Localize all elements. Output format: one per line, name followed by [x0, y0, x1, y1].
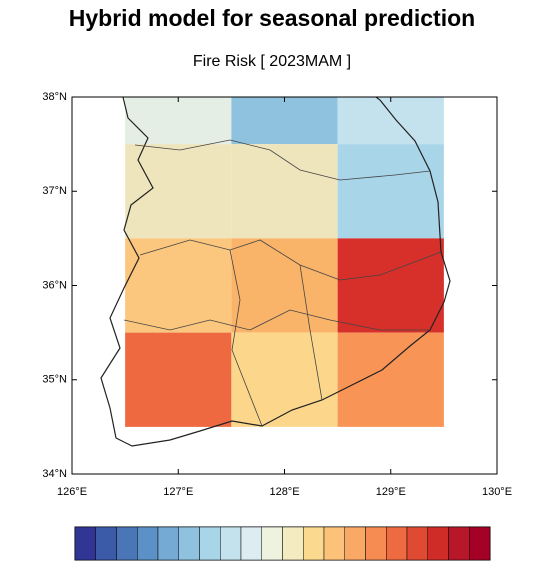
colorbar-swatch [365, 526, 387, 561]
boundary-line [123, 309, 430, 331]
grid-cell [125, 238, 232, 333]
boundary-line [134, 139, 431, 181]
lat-label: 37°N [42, 185, 67, 197]
title: Hybrid model for seasonal prediction [69, 5, 475, 31]
colorbar-swatch [261, 526, 283, 561]
coast-line [100, 96, 451, 447]
colorbar-swatch [448, 526, 470, 561]
colorbar-swatch [157, 526, 179, 561]
colorbar-swatch [282, 526, 304, 561]
colorbar-swatch [469, 526, 491, 561]
colorbar [74, 526, 491, 561]
grid-cell [231, 97, 338, 145]
lon-label: 129°E [376, 486, 406, 498]
colorbar-swatch [240, 526, 262, 561]
grid-cell [231, 144, 338, 239]
colorbar-swatch [116, 526, 138, 561]
lat-label: 36°N [42, 279, 67, 291]
subtitle: Fire Risk [ 2023MAM ] [193, 53, 351, 70]
grid-cell [125, 97, 232, 145]
colorbar-swatch [323, 526, 345, 561]
axis-ticks: 38°N 37°N 36°N 35°N 34°N 126°E 127°E 128°E 129°E… [42, 91, 512, 498]
lon-label: 127°E [163, 486, 193, 498]
boundary-line [299, 264, 323, 401]
colorbar-swatch [427, 526, 449, 561]
grid-cell [231, 238, 338, 333]
grid-cell [337, 238, 444, 333]
colorbar-swatch [199, 526, 221, 561]
grid-cells [125, 97, 444, 427]
grid-cell [337, 332, 444, 427]
lat-label: 34°N [42, 468, 67, 480]
grid-cell [125, 144, 232, 239]
grid-cell [231, 332, 338, 427]
lat-label: 35°N [42, 374, 67, 386]
colorbar-swatch [178, 526, 200, 561]
lon-label: 128°E [269, 486, 299, 498]
colorbar-swatch [303, 526, 325, 561]
grid-cell [125, 332, 232, 427]
lat-label: 38°N [42, 91, 67, 103]
colorbar-swatch [406, 526, 428, 561]
lon-label: 126°E [57, 486, 87, 498]
grid-cell [337, 144, 444, 239]
colorbar-swatch [95, 526, 117, 561]
colorbar-swatch [386, 526, 408, 561]
grid-cell [337, 97, 444, 145]
coastline [100, 96, 451, 447]
colorbar-swatch [344, 526, 366, 561]
boundary-line [139, 239, 442, 281]
boundary-line [229, 249, 263, 427]
colorbar-swatch [220, 526, 242, 561]
boundaries [123, 139, 442, 427]
lon-label: 130°E [482, 486, 512, 498]
colorbar-swatch [74, 526, 96, 561]
colorbar-swatch [137, 526, 159, 561]
